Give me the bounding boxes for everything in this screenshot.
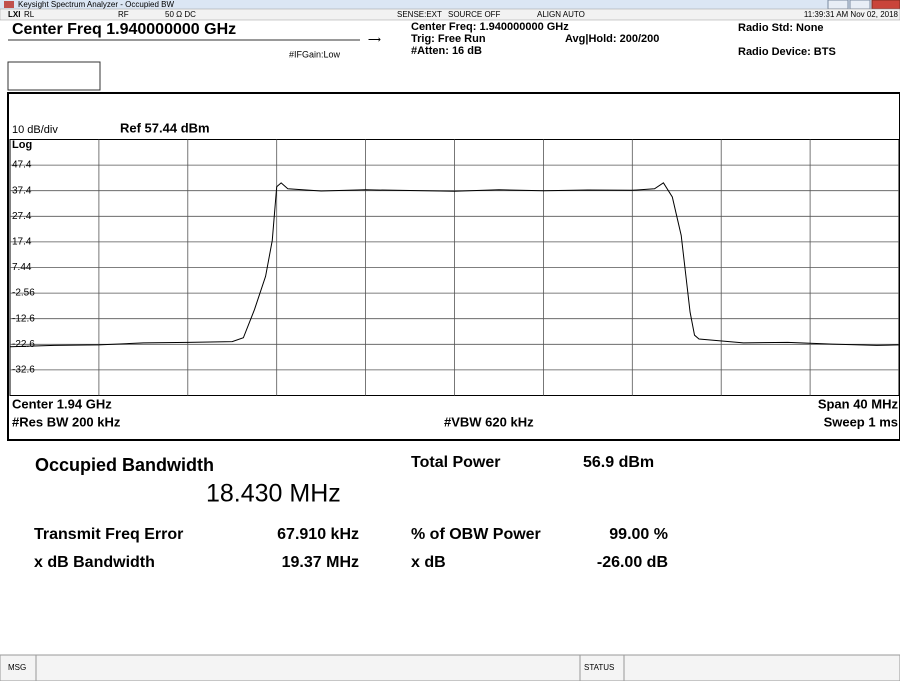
status-row (0, 8, 900, 21)
obw-power-label: % of OBW Power (411, 526, 541, 543)
y-tick-label: 7.44 (12, 262, 32, 273)
obw-label: Occupied Bandwidth (35, 455, 214, 475)
y-tick-label: -32.6 (12, 365, 35, 376)
span-label: Span 40 MHz (818, 396, 899, 411)
maximize-button[interactable] (849, 0, 871, 10)
title-bar (0, 0, 900, 9)
footer-bar (0, 654, 900, 681)
obw-power-value: 99.00 % (609, 526, 668, 543)
plot: 47.4 37.4 27.4 17.4 7.44 -2.56 -12.6 -22.6 -32.6 (9, 139, 900, 396)
status-impedance: 50 Ω DC (165, 10, 196, 19)
freq-error-value: 67.910 kHz (277, 526, 359, 543)
close-button[interactable] (871, 0, 900, 10)
freq-error-label: Transmit Freq Error (34, 526, 183, 543)
xdb-bw-value: 19.37 MHz (282, 554, 359, 571)
y-tick-label: 37.4 (12, 185, 32, 196)
xdb-value: -26.00 dB (597, 554, 668, 571)
xdb-bw-label: x dB Bandwidth (34, 554, 155, 571)
total-power-label: Total Power (411, 454, 501, 471)
status-label: STATUS (584, 663, 614, 672)
y-tick-label: -2.56 (12, 288, 35, 299)
graph-panel (7, 92, 900, 441)
lxi-logo: LXI (8, 10, 20, 19)
obw-value: 18.430 MHz (206, 480, 341, 508)
trig-info: Trig: Free Run (411, 33, 486, 45)
window-title: Keysight Spectrum Analyzer - Occupied BW (18, 0, 175, 9)
arrow-icon: ⟶ (368, 34, 381, 44)
y-tick-label: 27.4 (12, 211, 32, 222)
xdb-label: x dB (411, 554, 446, 571)
minimize-button[interactable] (827, 0, 849, 10)
center-freq-info: Center Freq: 1.940000000 GHz (411, 21, 569, 33)
res-bw-label: #Res BW 200 kHz (12, 414, 121, 429)
vbw-label: #VBW 620 kHz (444, 414, 534, 429)
atten-info: #Atten: 16 dB (411, 45, 482, 57)
status-sense: SENSE:EXT (397, 10, 442, 19)
scale-label: 10 dB/div (12, 124, 58, 136)
ref-label: Ref 57.44 dBm (120, 120, 210, 135)
status-source: SOURCE OFF (448, 10, 501, 19)
center-label: Center 1.94 GHz (12, 396, 112, 411)
if-gain: #IFGain:Low (289, 49, 341, 59)
y-tick-label: -12.6 (12, 313, 35, 324)
total-power-value: 56.9 dBm (583, 454, 654, 471)
radio-device: Radio Device: BTS (738, 46, 836, 58)
center-freq-title[interactable]: Center Freq 1.940000000 GHz (12, 21, 236, 38)
status-time: 11:39:31 AM Nov 02, 2018 (804, 10, 899, 19)
status-align: ALIGN AUTO (537, 10, 585, 19)
status-rf: RF (118, 10, 129, 19)
app-icon (4, 1, 14, 8)
radio-std: Radio Std: None (738, 22, 824, 34)
entry-box[interactable] (7, 61, 101, 91)
y-tick-label: 17.4 (12, 237, 32, 248)
sweep-label: Sweep 1 ms (824, 414, 898, 429)
y-tick-label: -22.6 (12, 339, 35, 350)
trace (9, 182, 900, 348)
log-label: Log (12, 139, 32, 151)
avg-hold-info: Avg|Hold: 200/200 (565, 33, 659, 45)
msg-label: MSG (8, 663, 26, 672)
status-rl: RL (24, 10, 35, 19)
y-tick-label: 47.4 (12, 160, 32, 171)
